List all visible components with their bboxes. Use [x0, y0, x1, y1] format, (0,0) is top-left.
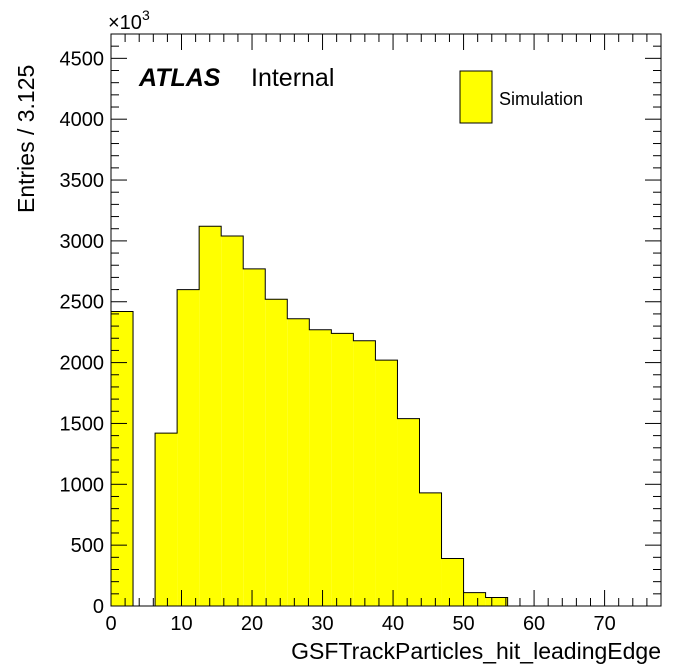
- histogram-bin-0: [111, 311, 134, 606]
- axis-tick-labels: 0 10 20 30 40 50 60 70 0 500 1000 1500 2000 2500 3000 3…: [60, 48, 616, 635]
- legend-swatch-simulation: [459, 70, 493, 124]
- internal-label: Internal: [251, 64, 334, 92]
- y-axis-multiplier-base: ×10: [108, 12, 142, 34]
- y-tick-label: 2500: [60, 292, 105, 314]
- legend: Simulation: [459, 70, 583, 124]
- histogram-bin-17: [485, 597, 508, 606]
- histogram-bin-5: [221, 236, 244, 607]
- histogram-bin-3: [177, 289, 200, 606]
- y-tick-label: 0: [93, 596, 104, 618]
- x-tick-label: 20: [241, 613, 263, 635]
- y-axis-multiplier-exponent: 3: [142, 7, 150, 23]
- histogram-bin-2: [155, 433, 178, 606]
- x-tick-label: 10: [170, 613, 192, 635]
- x-axis-title: GSFTrackParticles_hit_leadingEdge: [291, 638, 661, 664]
- y-tick-label: 3500: [60, 170, 105, 192]
- y-tick-label: 500: [71, 535, 104, 557]
- histogram-bin-15: [441, 558, 464, 606]
- histogram-bin-12: [375, 360, 398, 606]
- atlas-label: ATLAS: [138, 64, 221, 92]
- x-tick-label: 30: [311, 613, 333, 635]
- legend-label-simulation: Simulation: [499, 89, 583, 109]
- histogram-bars: [110, 225, 640, 607]
- histogram-bin-13: [397, 418, 420, 606]
- x-tick-label: 50: [452, 613, 474, 635]
- x-tick-label: 0: [105, 613, 116, 635]
- histogram-outline: [110, 225, 640, 607]
- y-tick-label: 4000: [60, 109, 105, 131]
- x-tick-label: 40: [382, 613, 404, 635]
- plot-border: [110, 33, 662, 607]
- histogram-bin-4: [199, 226, 222, 606]
- plot-frame: [110, 33, 662, 607]
- histogram-bin-16: [463, 592, 486, 606]
- y-tick-label: 1000: [60, 474, 105, 496]
- y-axis-title: Entries / 3.125: [13, 65, 39, 213]
- histogram-bin-11: [353, 340, 376, 606]
- histogram-bin-10: [331, 333, 354, 606]
- y-tick-label: 3000: [60, 231, 105, 253]
- histogram-bin-9: [309, 329, 332, 606]
- y-tick-label: 4500: [60, 48, 105, 70]
- x-tick-label: 70: [593, 613, 615, 635]
- axis-ticks: [110, 33, 662, 607]
- histogram-bin-6: [243, 268, 266, 606]
- y-tick-label: 1500: [60, 413, 105, 435]
- y-axis-multiplier: ×103: [108, 7, 150, 34]
- histogram-bin-8: [287, 318, 310, 606]
- y-tick-label: 2000: [60, 353, 105, 375]
- histogram-bin-14: [419, 492, 442, 606]
- x-tick-label: 60: [523, 613, 545, 635]
- histogram-bin-7: [265, 299, 288, 606]
